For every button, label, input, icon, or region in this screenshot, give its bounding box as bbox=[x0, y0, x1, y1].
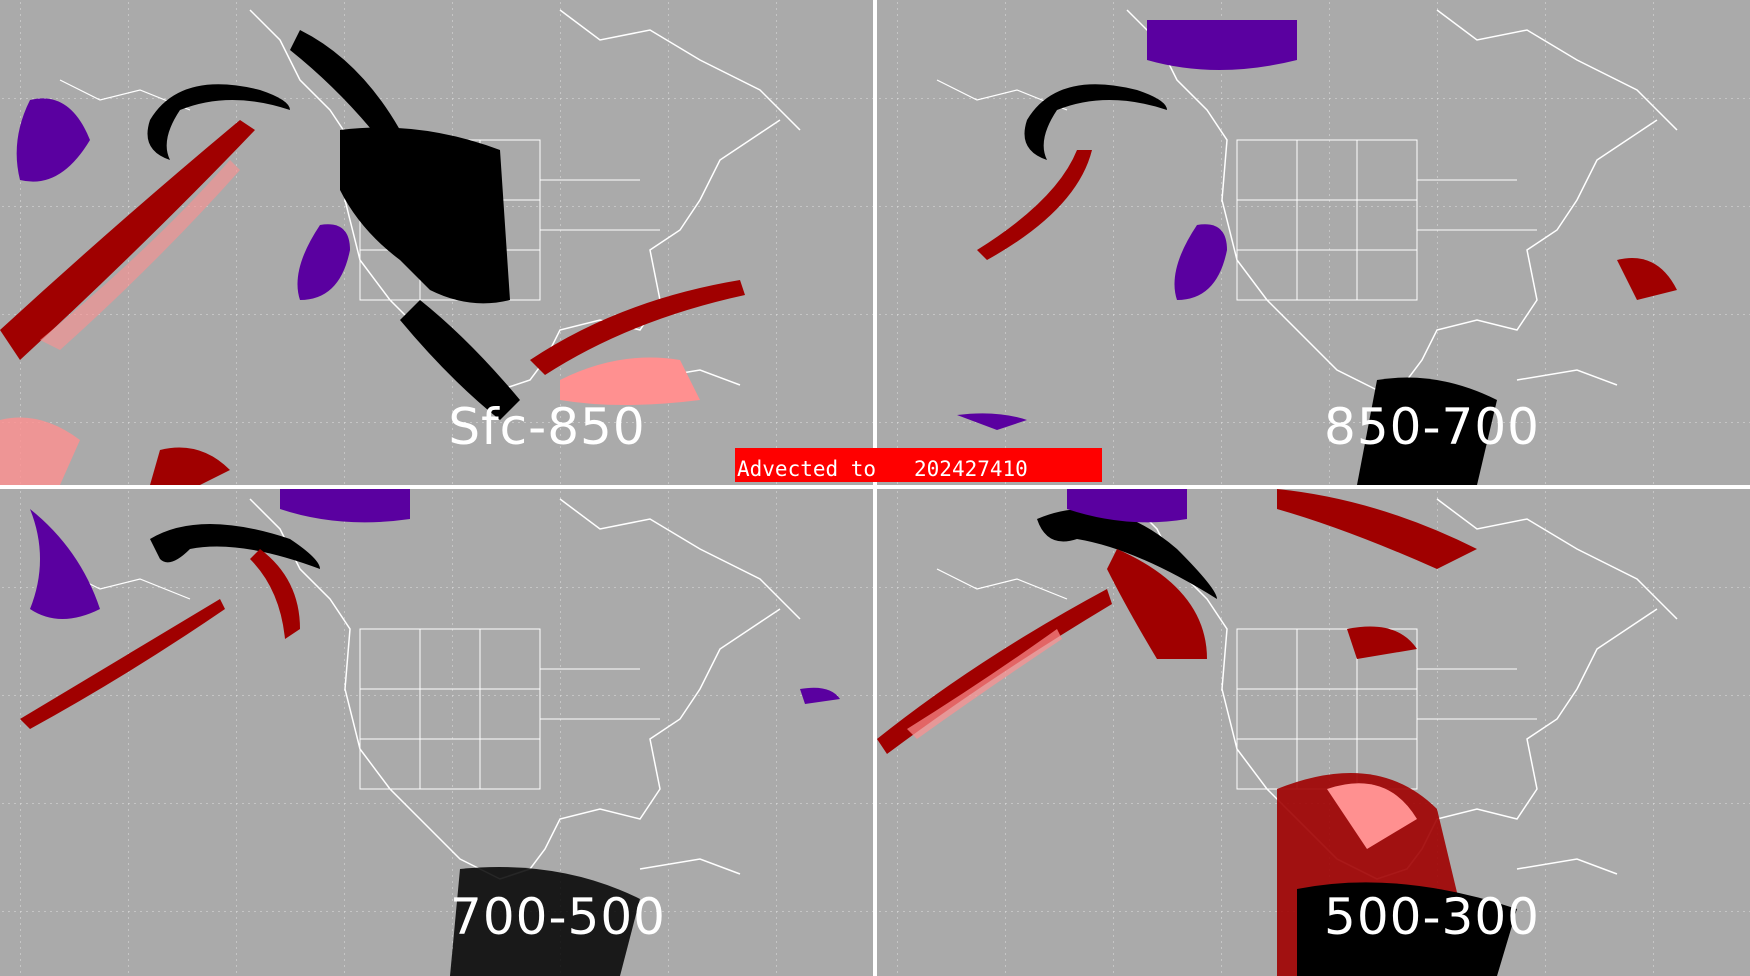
banner-label: Advected to bbox=[737, 457, 877, 481]
level-label-500-300: 500-300 bbox=[1324, 888, 1540, 946]
panel-sfc-850 bbox=[0, 0, 873, 485]
panel-500-300 bbox=[877, 489, 1750, 976]
panel-850-700 bbox=[877, 0, 1750, 485]
level-label-850-700: 850-700 bbox=[1324, 398, 1540, 456]
level-label-sfc-850: Sfc-850 bbox=[448, 398, 646, 456]
level-label-700-500: 700-500 bbox=[450, 888, 666, 946]
panel-700-500 bbox=[0, 489, 873, 976]
horizontal-divider bbox=[0, 485, 1750, 489]
advection-time-banner: Advected to 202427410 bbox=[735, 448, 1102, 482]
banner-value: 202427410 bbox=[914, 457, 1028, 481]
